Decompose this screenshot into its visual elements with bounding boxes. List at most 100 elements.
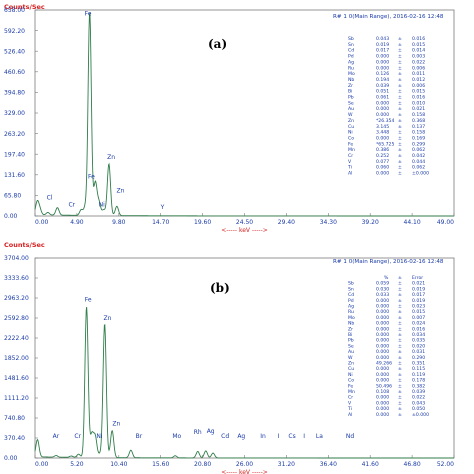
peak-label-zn: Zn bbox=[117, 188, 125, 195]
table-cell: ± bbox=[398, 77, 402, 83]
x-tick-label: 15.60 bbox=[152, 461, 169, 468]
table-cell: Ti bbox=[347, 406, 352, 412]
table-cell: 0.035 bbox=[412, 338, 425, 344]
table-cell: ± bbox=[398, 124, 402, 130]
y-tick-label: 263.20 bbox=[4, 131, 25, 138]
peak-label-cd: Cd bbox=[221, 433, 229, 440]
x-tick-label: 31.20 bbox=[278, 461, 295, 468]
table-cell: 0.000 bbox=[376, 412, 389, 418]
table-cell: ± bbox=[398, 95, 402, 101]
table-cell: ± bbox=[398, 298, 402, 304]
table-cell: 0.115 bbox=[412, 366, 425, 372]
table-cell: 0.000 bbox=[376, 332, 389, 338]
table-cell: 0.000 bbox=[376, 366, 389, 372]
x-tick-label: 10.40 bbox=[110, 461, 127, 468]
table-cell: Sn bbox=[348, 286, 354, 292]
table-cell: 0.030 bbox=[376, 286, 389, 292]
spectrum-panel-b: Counts/Sec R# 1 0(Main Range), 2016-02-16… bbox=[0, 240, 474, 474]
y-tick-label: 526.40 bbox=[4, 48, 25, 55]
peak-label-fe: Fe bbox=[85, 296, 92, 303]
table-cell: ± bbox=[398, 153, 402, 159]
table-cell: 0.062 bbox=[412, 165, 425, 171]
table-cell: ±0.000 bbox=[412, 171, 429, 177]
x-tick-label: 46.80 bbox=[404, 461, 421, 468]
table-cell: ± bbox=[398, 135, 402, 141]
y-tick-label: 3333.60 bbox=[4, 275, 29, 282]
table-cell: Co bbox=[348, 378, 354, 384]
table-cell: W bbox=[348, 355, 353, 361]
y-tick-label: 3704.00 bbox=[4, 255, 29, 262]
y-tick-label: 394.80 bbox=[4, 90, 25, 97]
x-tick-label: 34.30 bbox=[320, 219, 337, 226]
table-cell: ±0.000 bbox=[412, 412, 429, 418]
table-cell: ± bbox=[398, 315, 402, 321]
table-cell: 0.119 bbox=[412, 372, 425, 378]
table-cell: Mn bbox=[348, 389, 355, 395]
y-tick-label: 592.20 bbox=[4, 28, 25, 35]
peak-label-la: La bbox=[316, 433, 323, 440]
table-cell: Cr bbox=[348, 153, 353, 159]
table-cell: ± bbox=[398, 366, 402, 372]
x-axis-label: <----- keV -----> bbox=[221, 227, 268, 234]
table-cell: 0.000 bbox=[376, 395, 389, 401]
table-cell: Cu bbox=[348, 124, 354, 130]
table-cell: ± bbox=[398, 286, 402, 292]
table-cell: ± bbox=[398, 106, 402, 112]
table-cell: V bbox=[348, 159, 352, 165]
table-cell: ± bbox=[398, 42, 402, 48]
table-cell: 0.006 bbox=[412, 65, 425, 71]
table-cell: Zr bbox=[348, 326, 353, 332]
table-cell: 0.000 bbox=[376, 100, 389, 106]
peak-label-cs: Cs bbox=[288, 433, 295, 440]
table-cell: 0.000 bbox=[376, 298, 389, 304]
table-cell: 3.145 bbox=[376, 124, 389, 130]
table-cell: 0.000 bbox=[376, 406, 389, 412]
table-cell: 0.000 bbox=[376, 65, 389, 71]
peak-label-zn: Zn bbox=[112, 421, 120, 428]
x-tick-label: 26.00 bbox=[236, 461, 253, 468]
x-tick-label: 36.40 bbox=[320, 461, 337, 468]
table-cell: 0.000 bbox=[376, 112, 389, 118]
table-cell: 0.044 bbox=[412, 159, 425, 165]
table-cell: ± bbox=[398, 292, 402, 298]
table-cell: *65.725 bbox=[376, 141, 394, 147]
table-header-cell: ± bbox=[398, 275, 402, 281]
table-cell: 0.021 bbox=[412, 281, 425, 287]
spectrum-line bbox=[34, 306, 454, 459]
y-tick-label: 2222.40 bbox=[4, 335, 29, 342]
y-tick-label: 1481.60 bbox=[4, 375, 29, 382]
table-cell: Bi bbox=[348, 89, 352, 95]
x-tick-label: 44.10 bbox=[404, 219, 421, 226]
table-cell: 0.019 bbox=[376, 42, 389, 48]
table-cell: 0.000 bbox=[376, 378, 389, 384]
table-cell: 0.024 bbox=[412, 321, 425, 327]
table-cell: 0.194 bbox=[376, 77, 389, 83]
peak-label-zn: Zn bbox=[104, 315, 112, 322]
peak-label-cr: Cr bbox=[74, 433, 81, 440]
table-cell: 0.000 bbox=[376, 338, 389, 344]
table-cell: ± bbox=[398, 130, 402, 136]
table-header-cell: % bbox=[384, 275, 389, 281]
table-cell: 0.020 bbox=[412, 343, 425, 349]
y-tick-label: 658.00 bbox=[4, 7, 25, 14]
y-tick-label: 197.40 bbox=[4, 151, 25, 158]
x-tick-label: 4.90 bbox=[70, 219, 84, 226]
panel-label: (a) bbox=[208, 37, 227, 51]
table-cell: 0.386 bbox=[376, 147, 389, 153]
table-cell: Fe bbox=[348, 141, 353, 147]
table-cell: 0.000 bbox=[376, 372, 389, 378]
table-cell: 0.043 bbox=[376, 36, 389, 42]
table-cell: ± bbox=[398, 304, 402, 310]
table-cell: Se bbox=[348, 343, 354, 349]
table-cell: Cd bbox=[348, 292, 354, 298]
x-tick-label: 19.60 bbox=[194, 219, 211, 226]
spectrum-chart-a: Counts/Sec R# 1 0(Main Range), 2016-02-16… bbox=[4, 3, 455, 234]
y-tick-label: 1852.00 bbox=[4, 355, 29, 362]
table-cell: 0.060 bbox=[376, 165, 389, 171]
table-cell: Al bbox=[348, 171, 352, 177]
table-cell: Ni bbox=[348, 130, 353, 136]
table-cell: Zn bbox=[348, 118, 354, 124]
table-cell: ± bbox=[398, 383, 402, 389]
table-cell: V bbox=[348, 400, 352, 406]
x-tick-label: 20.80 bbox=[194, 461, 211, 468]
